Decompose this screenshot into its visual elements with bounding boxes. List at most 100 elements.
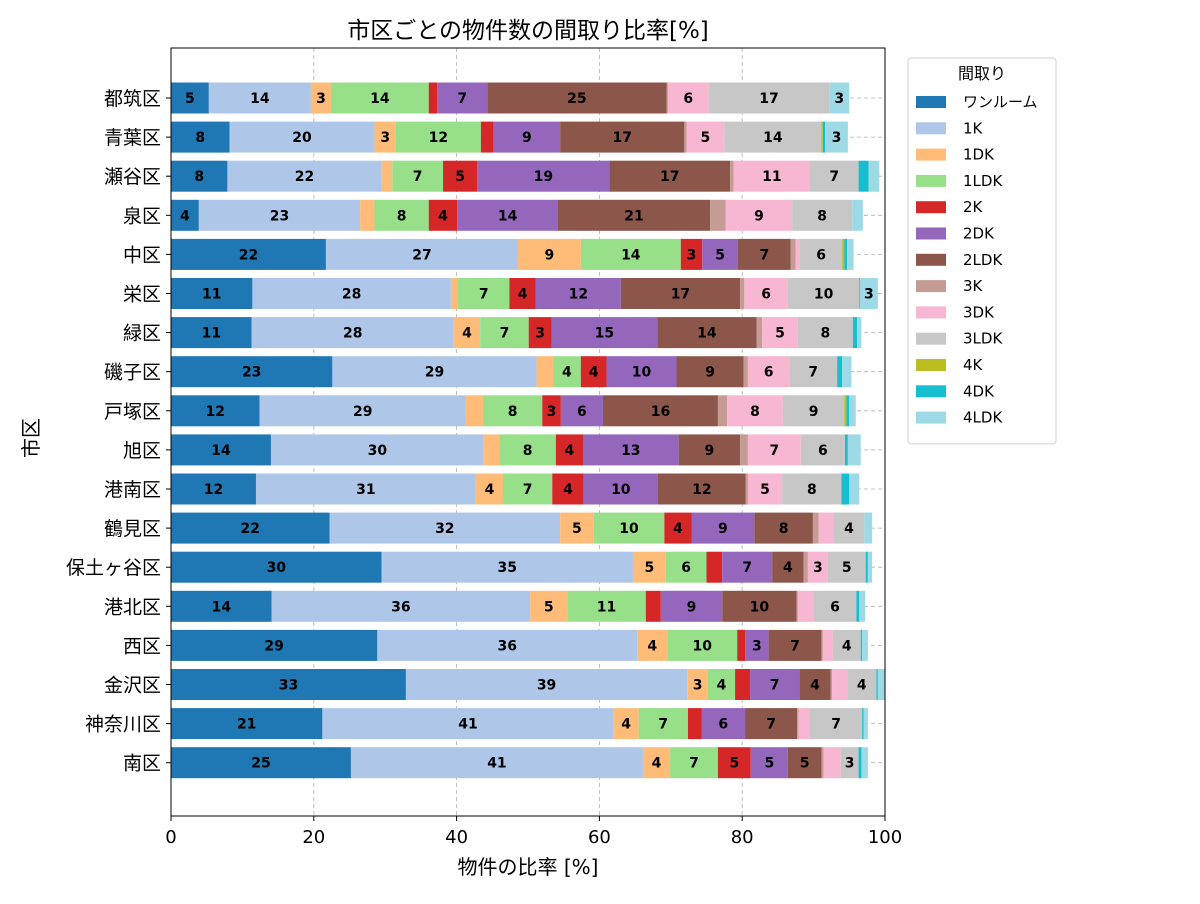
bar-segment xyxy=(530,590,568,622)
bar-segment xyxy=(171,238,326,270)
bar-segment xyxy=(582,434,679,466)
bar-data-label: 4 xyxy=(810,678,820,694)
legend-swatch xyxy=(916,148,946,161)
x-tick-label: 80 xyxy=(731,827,754,848)
bar-segment xyxy=(867,551,873,583)
bar-segment xyxy=(665,551,707,583)
bar-segment xyxy=(171,473,256,505)
bar-segment xyxy=(795,238,801,270)
bar-data-label: 3 xyxy=(693,678,703,694)
y-tick-label: 磯子区 xyxy=(104,362,161,384)
bar-segment xyxy=(842,238,845,270)
bar-data-label: 3 xyxy=(380,130,390,146)
bar-segment xyxy=(405,669,688,700)
bar-segment xyxy=(270,434,484,466)
bar-segment xyxy=(846,395,850,427)
bar-segment xyxy=(735,669,751,700)
bar-segment xyxy=(171,629,378,661)
bar-data-label: 15 xyxy=(595,326,614,342)
bar-data-label: 9 xyxy=(705,365,715,381)
bar-segment xyxy=(830,669,833,700)
bar-segment xyxy=(552,356,581,388)
bar-segment xyxy=(171,199,199,231)
bar-segment xyxy=(465,395,484,427)
bar-data-label: 12 xyxy=(206,404,225,420)
bar-data-label: 6 xyxy=(681,560,691,576)
legend: 間取り ワンルーム 1K 1DK 1LDK 2K 2DK 2LDK 3K 3DK 3LDK 4K 4D… xyxy=(907,57,1057,445)
x-tick-label: 0 xyxy=(165,827,176,848)
bar-segment xyxy=(171,434,271,466)
bar-segment xyxy=(840,747,859,779)
bar-data-label: 12 xyxy=(204,482,223,498)
bar-segment xyxy=(856,590,860,622)
legend-entry-label: 4K xyxy=(963,356,984,374)
bar-data-label: 5 xyxy=(544,599,554,615)
bar-segment xyxy=(483,434,500,466)
bar-segment xyxy=(792,199,853,231)
bar-data-label: 5 xyxy=(701,130,711,146)
bar-segment xyxy=(684,121,687,153)
bar-data-label: 7 xyxy=(766,717,776,733)
bar-segment xyxy=(847,434,861,466)
bar-data-label: 4 xyxy=(518,287,528,303)
bar-segment xyxy=(458,278,510,309)
y-tick-label: 南区 xyxy=(123,753,161,775)
bar-segment xyxy=(750,669,800,700)
y-tick-label: 西区 xyxy=(123,635,161,657)
bar-data-label: 9 xyxy=(718,521,728,537)
bar-data-label: 6 xyxy=(718,717,728,733)
bar-data-label: 9 xyxy=(522,130,532,146)
legend-entry-label: 1DK xyxy=(963,146,995,164)
bar-segment xyxy=(657,317,757,349)
bar-data-label: 14 xyxy=(250,91,270,107)
y-tick-label: 都筑区 xyxy=(104,88,161,110)
bar-data-label: 17 xyxy=(759,91,778,107)
bar-segment xyxy=(645,590,661,622)
bar-data-label: 4 xyxy=(438,208,448,224)
bar-data-label: 9 xyxy=(545,247,555,263)
bar-data-label: 14 xyxy=(498,208,518,224)
bar-segment xyxy=(733,160,811,192)
bar-segment xyxy=(823,747,841,779)
bar-data-label: 17 xyxy=(613,130,632,146)
bar-segment xyxy=(862,708,864,740)
bar-segment xyxy=(863,708,868,740)
bar-segment xyxy=(841,473,850,505)
bar-segment xyxy=(750,747,788,779)
bar-segment xyxy=(322,708,614,740)
bar-data-label: 21 xyxy=(624,208,643,224)
bar-segment xyxy=(686,121,725,153)
bar-segment xyxy=(740,434,748,466)
bar-segment xyxy=(395,121,481,153)
bar-segment xyxy=(251,317,454,349)
legend-entry-label: 1K xyxy=(963,119,984,137)
bar-segment xyxy=(789,356,838,388)
bar-data-label: 3 xyxy=(845,756,855,772)
bar-segment xyxy=(737,238,791,270)
bar-segment xyxy=(796,590,798,622)
legend-swatch xyxy=(916,411,946,424)
bar-data-label: 8 xyxy=(397,208,407,224)
bar-data-label: 10 xyxy=(750,599,770,615)
bar-data-label: 6 xyxy=(830,599,840,615)
bar-data-label: 7 xyxy=(769,443,779,459)
bar-data-label: 7 xyxy=(689,756,699,772)
bar-data-label: 21 xyxy=(237,717,256,733)
bar-segment xyxy=(800,238,843,270)
bar-segment xyxy=(171,590,272,622)
bar-data-label: 14 xyxy=(697,326,717,342)
bar-segment xyxy=(374,199,429,231)
bar-data-label: 10 xyxy=(611,482,631,498)
bar-data-label: 6 xyxy=(761,287,771,303)
bar-data-label: 11 xyxy=(202,287,221,303)
bar-data-label: 41 xyxy=(487,756,506,772)
legend-entry-label: ワンルーム xyxy=(963,93,1038,111)
bar-data-label: 28 xyxy=(343,326,362,342)
bar-data-label: 28 xyxy=(342,287,361,303)
bar-data-label: 10 xyxy=(632,365,652,381)
bar-segment xyxy=(852,199,863,231)
bar-segment xyxy=(483,395,543,427)
legend-swatch xyxy=(916,359,946,371)
bar-segment xyxy=(480,317,529,349)
bar-segment xyxy=(609,160,731,192)
